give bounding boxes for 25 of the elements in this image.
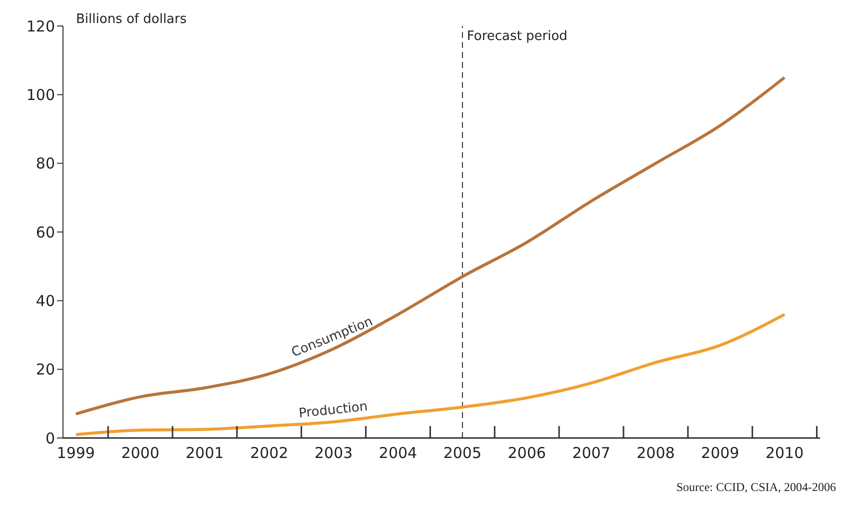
y-tick-label: 60	[36, 223, 55, 242]
ref-line-label: Forecast period	[466, 29, 568, 44]
line-series	[74, 76, 786, 416]
y-axis-title: Billions of dollars	[76, 12, 187, 27]
y-tick-label: 0	[45, 429, 55, 448]
x-tick-label: 2000	[121, 444, 160, 462]
text: Production	[298, 399, 368, 422]
x-tick-label: 2004	[378, 444, 418, 462]
y-tick-label: 40	[36, 292, 55, 310]
x-tick-label: 2009	[701, 444, 740, 462]
x-tick-label: 2002	[250, 444, 288, 462]
source-note: Source: CCID, CSIA, 2004-2006	[676, 480, 836, 495]
x-tick-label: 1999	[56, 444, 95, 462]
y-tick-label: 100	[26, 86, 55, 104]
x-tick-label: 2006	[508, 444, 546, 462]
x-tick-label: 2008	[636, 444, 675, 462]
x-tick-label: 2007	[572, 444, 610, 462]
x-tick-label: 2001	[186, 444, 224, 462]
x-tick-label: 2003	[314, 444, 353, 462]
x-tick-label: 2005	[443, 444, 482, 462]
y-tick-label: 80	[36, 154, 55, 173]
y-tick-label: 20	[36, 360, 55, 379]
x-tick-label: 2010	[765, 444, 804, 462]
line-series	[74, 312, 786, 436]
y-tick-label: 120	[26, 17, 55, 36]
